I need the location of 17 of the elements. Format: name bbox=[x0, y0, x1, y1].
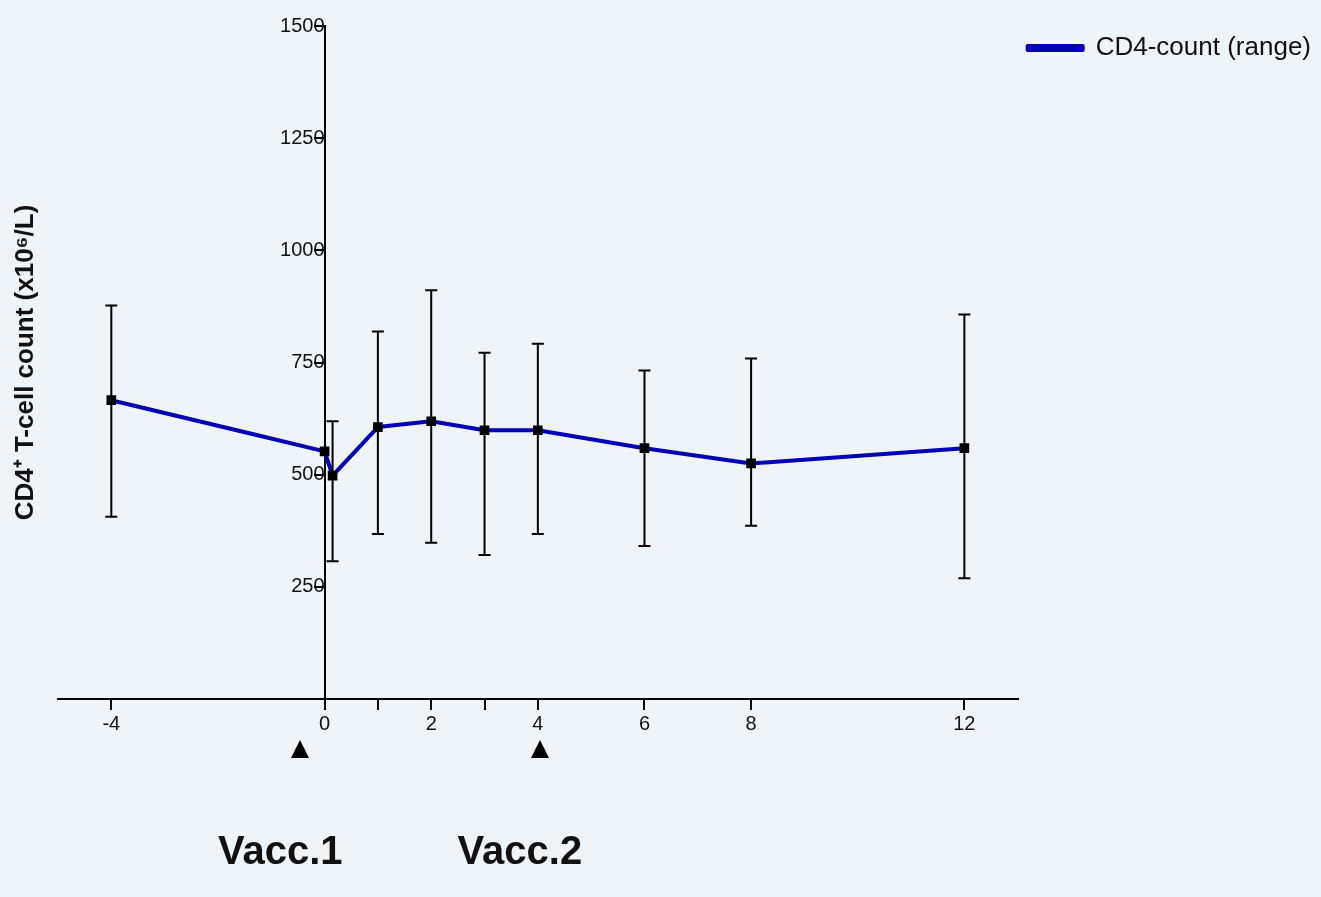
y-tick-label: 500 bbox=[291, 462, 325, 485]
y-axis-title: CD4⁺ T-cell count (x10⁶/L) bbox=[9, 204, 40, 521]
y-tick-label: 1500 bbox=[280, 13, 325, 36]
x-tick-label: 8 bbox=[745, 711, 757, 734]
x-tick-label: 0 bbox=[319, 711, 331, 734]
y-tick-label: 1250 bbox=[280, 125, 325, 148]
text: Vacc.1 bbox=[218, 828, 343, 873]
x-tick-label: -4 bbox=[102, 711, 121, 734]
y-tick-label: 1000 bbox=[280, 237, 325, 260]
legend-label: CD4-count (range) bbox=[1095, 31, 1311, 62]
y-tick-label: 750 bbox=[291, 350, 325, 373]
y-tick-label: 250 bbox=[291, 574, 325, 597]
x-tick-label: 4 bbox=[532, 711, 544, 734]
x-tick-label: 2 bbox=[425, 711, 437, 734]
text: Vacc.2 bbox=[457, 828, 583, 873]
x-tick-label: 12 bbox=[953, 711, 976, 734]
x-tick-label: 6 bbox=[638, 711, 651, 734]
